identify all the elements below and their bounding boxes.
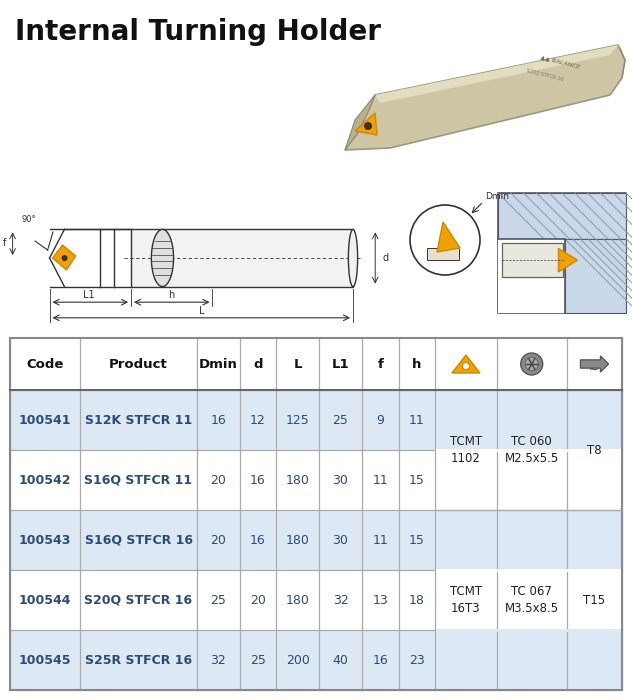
Text: S12K STFCR 11: S12K STFCR 11 [85,414,192,426]
Polygon shape [452,355,480,373]
Bar [131,230,353,286]
Polygon shape [580,356,609,372]
Text: 30: 30 [332,473,348,486]
Text: 11: 11 [409,414,425,426]
Text: 9: 9 [376,414,384,426]
Bar [502,244,564,277]
Bar [10,510,622,570]
Text: TC 067
M3.5x8.5: TC 067 M3.5x8.5 [505,585,559,615]
Text: TCMT
16T3: TCMT 16T3 [450,585,482,615]
Bar [10,390,622,450]
Circle shape [62,256,67,260]
Text: 16: 16 [210,414,226,426]
Bar [564,239,626,313]
Text: L: L [293,358,302,370]
Text: L1: L1 [83,290,94,300]
Bar [578,352,611,376]
Text: d: d [253,358,263,370]
Text: 15: 15 [409,533,425,547]
Text: L: L [198,306,204,316]
Circle shape [463,363,470,370]
Text: S20Q STFCR 16: S20Q STFCR 16 [85,594,193,606]
Bar [10,570,622,630]
Text: 20: 20 [250,594,266,606]
Ellipse shape [348,230,358,286]
Text: 100543: 100543 [19,533,71,547]
Text: 20: 20 [210,533,226,547]
Bar [436,449,621,452]
Bar [498,239,564,313]
Text: 100542: 100542 [19,473,71,486]
Text: Internal Turning Holder: Internal Turning Holder [15,18,381,46]
Text: 100544: 100544 [19,594,71,606]
Bar [498,193,626,239]
Text: 32: 32 [210,654,226,666]
Bar [10,338,622,690]
Text: TCMT
1102: TCMT 1102 [450,435,482,465]
Text: 11: 11 [372,473,388,486]
Text: 23: 23 [409,654,425,666]
Polygon shape [52,245,76,270]
Text: 200: 200 [286,654,310,666]
Text: T8: T8 [587,444,602,456]
Polygon shape [345,45,625,150]
Text: Dmin: Dmin [485,192,509,201]
Text: 20: 20 [210,473,226,486]
Text: S20Q STFCR 16: S20Q STFCR 16 [526,68,564,82]
Text: 12: 12 [250,414,265,426]
Text: S16Q STFCR 11: S16Q STFCR 11 [85,473,193,486]
Text: Product: Product [109,358,168,370]
Text: 30: 30 [332,533,348,547]
Text: TC 060
M2.5x5.5: TC 060 M2.5x5.5 [504,435,559,465]
Polygon shape [559,248,578,272]
Text: 100541: 100541 [19,414,71,426]
Text: 25: 25 [210,594,226,606]
Text: f: f [377,358,383,370]
Text: 16: 16 [372,654,388,666]
Text: Code: Code [27,358,64,370]
Text: 13: 13 [372,594,388,606]
Text: ⌀: ⌀ [588,354,600,374]
Circle shape [365,122,372,130]
Polygon shape [355,113,377,135]
Text: d: d [382,253,388,263]
Text: L1: L1 [332,358,349,370]
Text: h: h [412,358,422,370]
Text: S25R STFCR 16: S25R STFCR 16 [85,654,192,666]
Text: ▲▲ BALANCE: ▲▲ BALANCE [540,55,580,69]
Text: 90°: 90° [22,214,37,223]
Polygon shape [437,222,460,252]
Bar [10,338,622,390]
Text: 25: 25 [250,654,266,666]
Text: 32: 32 [332,594,348,606]
Text: Dmin: Dmin [198,358,238,370]
Text: h: h [169,290,175,300]
Text: 125: 125 [286,414,310,426]
Text: 40: 40 [332,654,348,666]
Text: 180: 180 [286,594,310,606]
Text: 100545: 100545 [19,654,71,666]
Polygon shape [375,45,618,103]
Ellipse shape [151,230,174,286]
Text: 180: 180 [286,533,310,547]
Circle shape [525,358,538,370]
Bar [10,630,622,690]
Text: 25: 25 [332,414,348,426]
Bar [436,629,621,631]
Polygon shape [345,95,375,150]
Text: T15: T15 [583,594,605,606]
Text: 11: 11 [372,533,388,547]
Bar [436,568,621,571]
Text: 18: 18 [409,594,425,606]
Bar [10,450,622,510]
Text: 180: 180 [286,473,310,486]
Text: 16: 16 [250,473,265,486]
Text: f: f [3,239,6,248]
Circle shape [521,353,543,375]
Bar [498,193,626,313]
Polygon shape [427,248,459,260]
Text: S16Q STFCR 16: S16Q STFCR 16 [85,533,193,547]
Text: 15: 15 [409,473,425,486]
Text: 16: 16 [250,533,265,547]
